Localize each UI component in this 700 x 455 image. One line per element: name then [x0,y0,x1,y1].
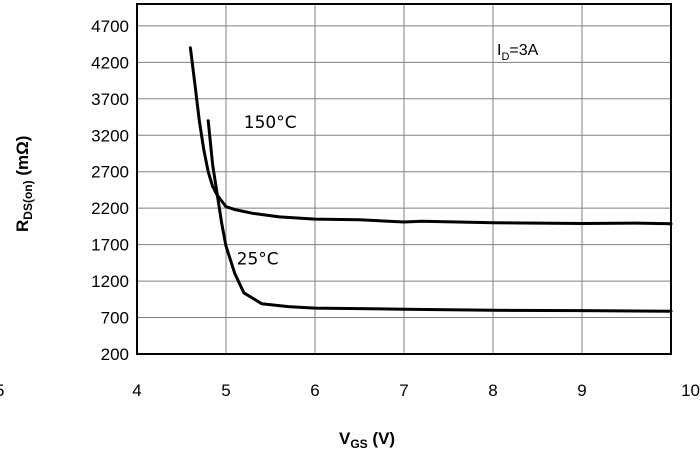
y-tick-label: 2700 [91,163,129,182]
condition-sub: D [501,51,509,63]
partial-left-tick-label: 5 [0,381,4,400]
series-labels: 150°C 25°C [237,113,297,269]
y-tick-label: 3200 [91,126,129,145]
y-tick-label: 200 [101,345,129,364]
series-line-0 [188,46,673,226]
x-axis-title-unit: (V) [368,429,395,448]
x-axis-tick-labels: 4 5 6 7 8 9 10 [132,381,700,400]
x-tick-label: 4 [132,381,141,400]
condition-rest: =3A [509,42,538,59]
y-axis-tick-labels: 200 700 1200 1700 2200 2700 3200 3700 4200 4700 [91,17,129,364]
x-tick-label: 10 [681,381,700,400]
condition-label: ID=3A [497,42,539,63]
y-axis-title-main: R [13,220,32,232]
x-axis-title: VGS (V) [339,429,395,451]
y-tick-label: 4700 [91,17,129,36]
y-tick-label: 1200 [91,272,129,291]
x-tick-label: 6 [310,381,319,400]
y-axis-title-sub: DS(on) [21,180,35,219]
grid-lines [137,4,671,354]
x-tick-label: 7 [399,381,408,400]
series-label-1: 25°C [237,249,279,269]
y-tick-label: 3700 [91,90,129,109]
y-axis-title: RDS(on) (mΩ) [13,136,35,232]
y-axis-title-unit: (mΩ) [13,136,32,181]
y-tick-label: 2200 [91,199,129,218]
series-curves [188,46,673,313]
condition-main: I [497,42,501,59]
series-label-0: 150°C [244,113,297,133]
x-tick-label: 9 [577,381,586,400]
x-axis-title-main: V [339,429,351,448]
y-tick-label: 1700 [91,236,129,255]
x-tick-label: 5 [221,381,230,400]
x-axis-title-sub: GS [350,437,367,451]
y-tick-label: 4200 [91,53,129,72]
series-line-1 [206,119,673,313]
x-tick-label: 8 [488,381,497,400]
plot-area-frame [136,3,672,355]
y-tick-label: 700 [101,309,129,328]
